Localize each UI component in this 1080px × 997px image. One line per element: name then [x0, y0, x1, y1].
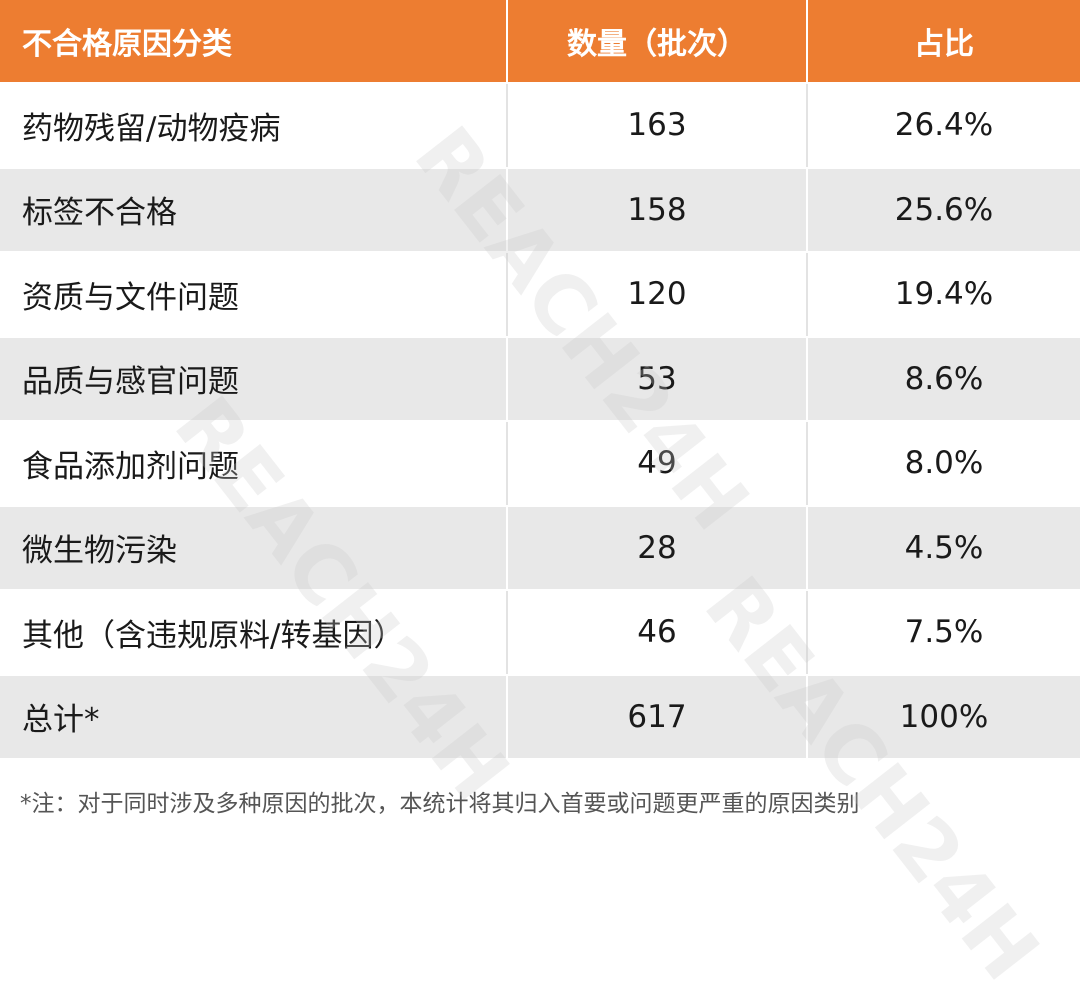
cell-category: 食品添加剂问题	[22, 448, 239, 485]
cell-category: 药物残留/动物疫病	[22, 110, 281, 147]
cell-count: 158	[506, 168, 806, 251]
cell-count: 163	[506, 84, 806, 167]
cell-category: 标签不合格	[22, 195, 177, 232]
table-row: 资质与文件问题 120 19.4%	[0, 253, 1080, 338]
cell-share: 19.4%	[806, 253, 1080, 336]
table-row: 其他（含违规原料/转基因） 46 7.5%	[0, 591, 1080, 676]
table-row: 品质与感官问题 53 8.6%	[0, 337, 1080, 422]
cell-share: 100%	[806, 675, 1080, 758]
cell-count: 120	[506, 253, 806, 336]
cell-share: 8.6%	[806, 337, 1080, 420]
cell-share: 25.6%	[806, 168, 1080, 251]
header-share: 占比	[806, 0, 1080, 82]
cell-share: 7.5%	[806, 591, 1080, 674]
cell-count: 28	[506, 506, 806, 589]
cell-category: 品质与感官问题	[22, 364, 239, 401]
cell-category: 资质与文件问题	[22, 279, 239, 316]
cell-count: 49	[506, 422, 806, 505]
cell-category: 其他（含违规原料/转基因）	[22, 617, 405, 654]
data-table: 不合格原因分类 数量（批次） 占比 药物残留/动物疫病 163 26.4% 标签…	[0, 0, 1080, 760]
cell-count: 53	[506, 337, 806, 420]
table-header-row: 不合格原因分类 数量（批次） 占比	[0, 0, 1080, 84]
cell-category: 总计*	[22, 702, 100, 739]
table-row: 食品添加剂问题 49 8.0%	[0, 422, 1080, 507]
table-row: 微生物污染 28 4.5%	[0, 506, 1080, 591]
cell-share: 4.5%	[806, 506, 1080, 589]
header-category: 不合格原因分类	[22, 27, 232, 62]
header-count: 数量（批次）	[506, 0, 806, 82]
cell-share: 26.4%	[806, 84, 1080, 167]
cell-count: 46	[506, 591, 806, 674]
cell-share: 8.0%	[806, 422, 1080, 505]
table-total-row: 总计* 617 100%	[0, 675, 1080, 760]
cell-count: 617	[506, 675, 806, 758]
cell-category: 微生物污染	[22, 533, 177, 570]
table-row: 药物残留/动物疫病 163 26.4%	[0, 84, 1080, 169]
table-row: 标签不合格 158 25.6%	[0, 168, 1080, 253]
footnote: *注：对于同时涉及多种原因的批次，本统计将其归入首要或问题更严重的原因类别	[20, 791, 860, 817]
